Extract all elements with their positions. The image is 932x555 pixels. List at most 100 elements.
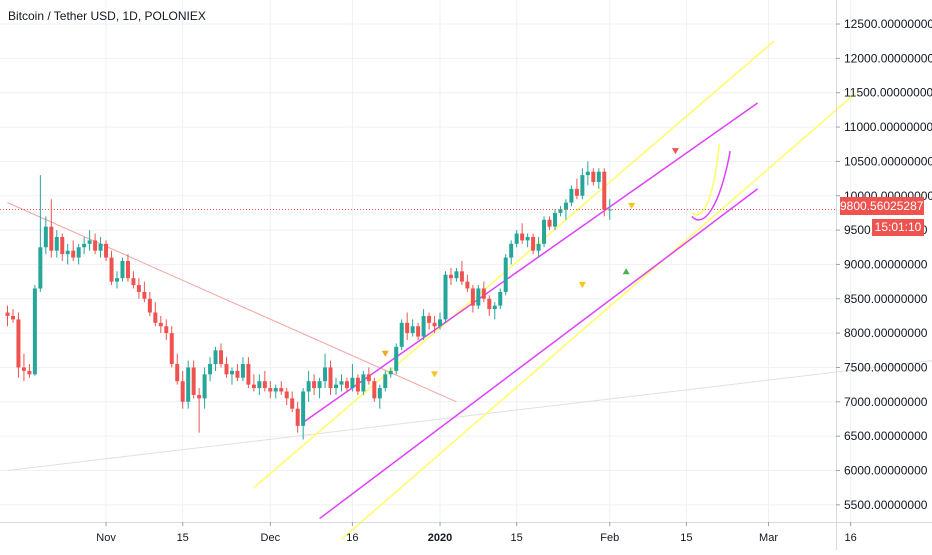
- candle-body: [515, 234, 519, 244]
- time-tick-label: 16: [845, 532, 857, 544]
- candle-body: [241, 364, 245, 378]
- candle-body: [153, 313, 157, 323]
- candle-body: [449, 275, 453, 278]
- candle-body: [575, 189, 579, 196]
- time-tick-label: Mar: [759, 532, 778, 544]
- candle-body: [44, 227, 48, 248]
- candle-body: [159, 323, 163, 326]
- candle-body: [591, 172, 595, 182]
- signal-marker: [382, 351, 389, 357]
- price-tick-label: 6000.00000000: [844, 463, 928, 477]
- price-tick-label: 8000.00000000: [844, 326, 928, 340]
- candle-body: [345, 381, 349, 388]
- candle-body: [115, 278, 119, 281]
- candle-body: [411, 326, 415, 333]
- candle-body: [471, 288, 475, 305]
- price-tick-label: 7500.00000000: [844, 360, 928, 374]
- candle-body: [33, 288, 37, 374]
- candle-body: [93, 240, 97, 250]
- time-tick-label: 2020: [428, 532, 452, 544]
- candle-body: [378, 388, 382, 398]
- candle-body: [405, 323, 409, 333]
- candle-body: [312, 381, 316, 388]
- price-tick-label: 12000.00000000: [844, 51, 932, 65]
- time-tick-label: Dec: [261, 532, 281, 544]
- time-tick-label: 15: [177, 532, 189, 544]
- time-tick-label: 16: [346, 532, 358, 544]
- candle-body: [339, 381, 343, 384]
- signal-marker: [623, 268, 630, 274]
- candle-body: [268, 388, 272, 391]
- candle-body: [558, 209, 562, 212]
- candle-body: [367, 374, 371, 381]
- candle-body: [586, 172, 590, 175]
- candle-body: [372, 381, 376, 398]
- candle-body: [235, 371, 239, 378]
- trend-line: [8, 361, 932, 471]
- symbol-title: Bitcoin / Tether USD, 1D, POLONIEX: [8, 9, 206, 23]
- candle-body: [126, 261, 130, 278]
- candle-body: [531, 237, 535, 251]
- candle-body: [208, 364, 212, 374]
- candle-body: [433, 323, 437, 326]
- candle-body: [509, 244, 513, 258]
- candle-body: [82, 244, 86, 247]
- candle-body: [548, 220, 552, 227]
- candle-body: [400, 323, 404, 347]
- candle-body: [597, 172, 601, 182]
- candle-body: [427, 316, 431, 323]
- candle-body: [257, 381, 261, 388]
- signal-marker: [431, 371, 438, 377]
- price-tick-label: 11500.00000000: [844, 86, 932, 100]
- candle-body: [482, 288, 486, 298]
- candle-body: [170, 333, 174, 364]
- candle-body: [416, 326, 420, 336]
- candle-body: [542, 220, 546, 244]
- candle-body: [422, 316, 426, 337]
- candle-body: [71, 251, 75, 258]
- candle-body: [22, 367, 26, 370]
- candle-body: [454, 271, 458, 278]
- candle-body: [487, 299, 491, 309]
- candle-body: [301, 392, 305, 426]
- candles: [6, 161, 612, 439]
- candle-body: [285, 392, 289, 399]
- candle-body: [60, 237, 64, 254]
- candle-body: [49, 227, 53, 251]
- candle-body: [580, 175, 584, 196]
- signal-marker: [628, 203, 635, 209]
- candle-body: [263, 381, 267, 388]
- channel-lines: [254, 41, 856, 539]
- trend-lines: [8, 203, 932, 471]
- price-tick-label: 5500.00000000: [844, 498, 928, 512]
- candle-body: [38, 247, 42, 288]
- candle-body: [356, 378, 360, 392]
- candle-body: [88, 240, 92, 243]
- candle-body: [602, 172, 606, 210]
- candle-body: [460, 271, 464, 281]
- candle-body: [537, 244, 541, 251]
- candle-body: [394, 347, 398, 371]
- time-tick-label: 15: [680, 532, 692, 544]
- candle-body: [334, 385, 338, 388]
- current-price-badge: 9800.56025287: [840, 197, 924, 215]
- candle-body: [383, 374, 387, 388]
- candle-body: [77, 247, 81, 257]
- price-tick-label: 10500.00000000: [844, 154, 932, 168]
- candle-body: [307, 381, 311, 391]
- candle-body: [504, 258, 508, 292]
- countdown-badge: 15:01:10: [872, 219, 924, 236]
- price-tick-label: 7000.00000000: [844, 395, 928, 409]
- candle-body: [131, 278, 135, 285]
- price-tick-label: 8500.00000000: [844, 292, 928, 306]
- price-tick-label: 9000.00000000: [844, 257, 928, 271]
- candle-body: [498, 292, 502, 306]
- price-tick-label: 6500.00000000: [844, 429, 928, 443]
- candle-body: [11, 316, 15, 319]
- projection-curves: [692, 144, 730, 220]
- candle-body: [296, 409, 300, 426]
- candle-body: [246, 364, 250, 385]
